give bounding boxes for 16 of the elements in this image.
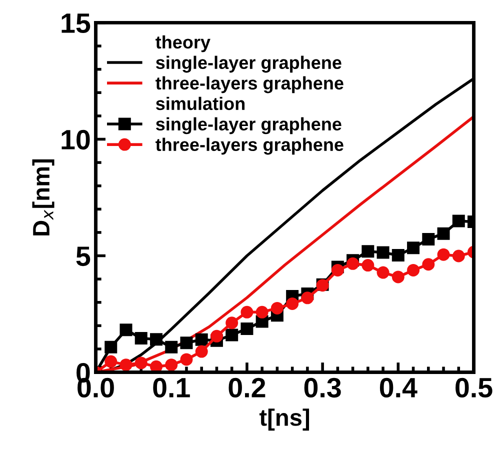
x-axis-title: t[ns]	[259, 408, 310, 431]
x-tick-label: 0.4	[380, 378, 418, 398]
x-tick-label: 0.3	[304, 378, 341, 398]
annotation: simulation	[156, 96, 245, 110]
y-tick-label: 10	[62, 130, 90, 150]
annotation: theory	[156, 35, 210, 52]
y-axis-title: D$_{x}$[nm]	[32, 159, 54, 236]
legend-label: single-layer graphene	[156, 117, 342, 134]
x-tick-label: 0.2	[228, 378, 266, 398]
x-tick-label: 0.1	[153, 378, 190, 398]
legend-label: single-layer graphene	[156, 56, 342, 73]
x-tick-label: 0.5	[456, 378, 492, 398]
y-tick-label: 15	[62, 14, 90, 34]
legend-label: three-layers graphene	[156, 76, 344, 94]
y-tick-label: 5	[76, 246, 90, 266]
legend-label: three-layers graphene	[156, 138, 344, 155]
